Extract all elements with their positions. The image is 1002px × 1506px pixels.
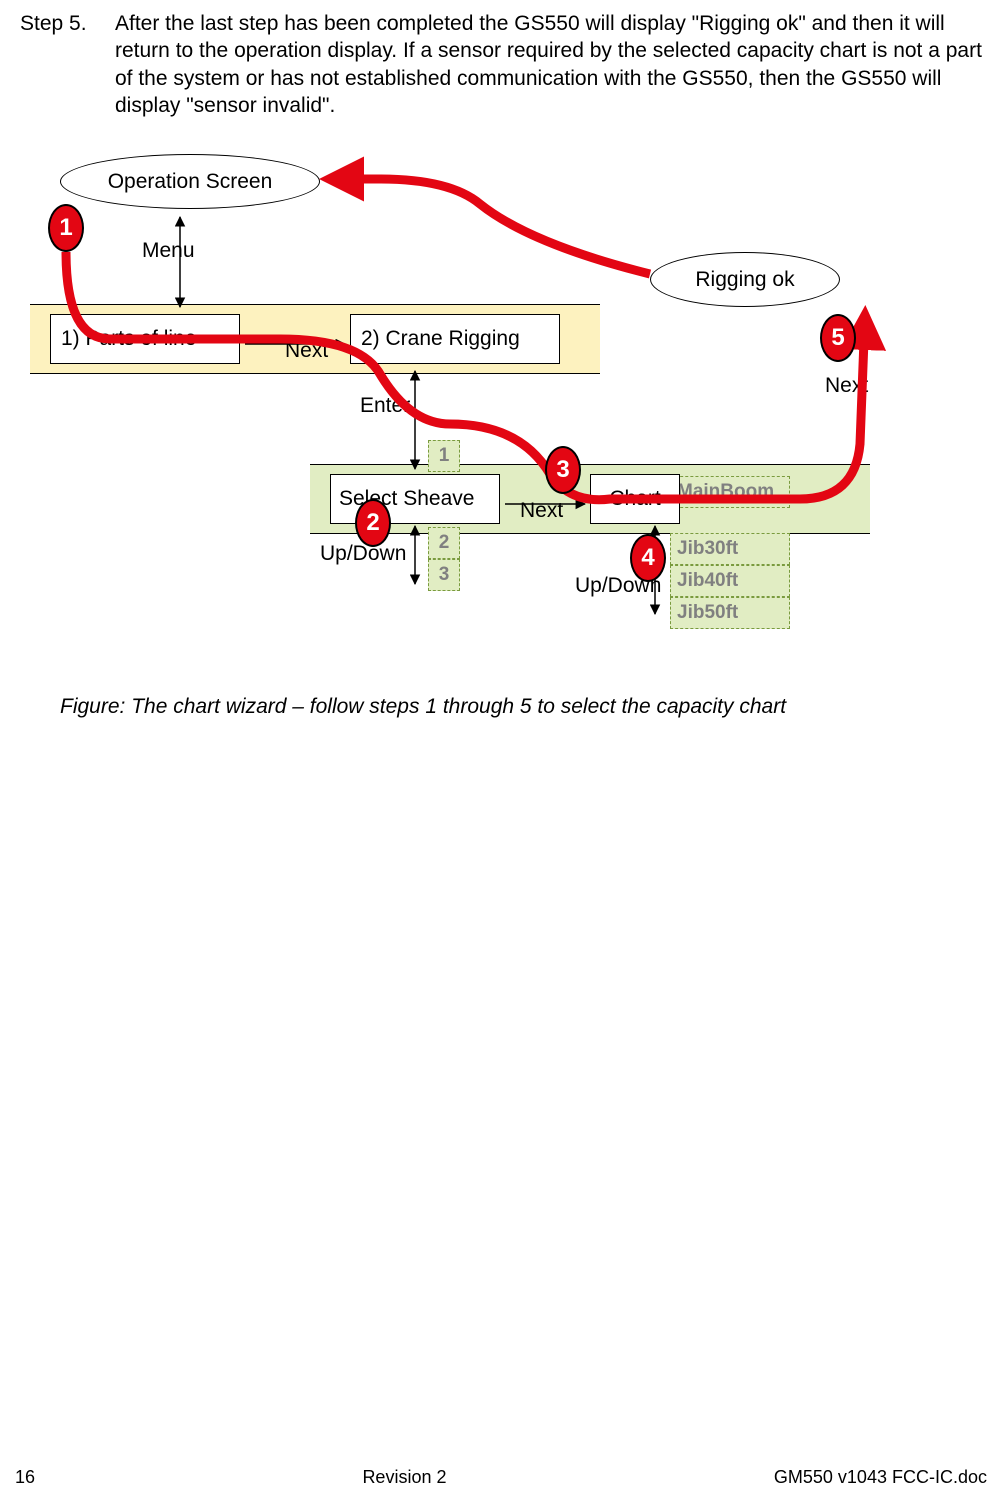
sheave-option-1: 1 bbox=[428, 440, 460, 472]
next1-label: Next bbox=[285, 339, 328, 363]
badge-1: 1 bbox=[48, 204, 84, 252]
badge-4: 4 bbox=[630, 534, 666, 582]
chart-box: Chart bbox=[590, 474, 680, 524]
footer-rev: Revision 2 bbox=[362, 1467, 446, 1488]
badge-3-label: 3 bbox=[556, 456, 569, 484]
rigging-ok-node: Rigging ok bbox=[650, 252, 840, 307]
next3-label: Next bbox=[825, 374, 868, 398]
chart-wizard-diagram: 1 2 3 MainBoom Jib30ft Jib40ft Jib50ft O… bbox=[30, 144, 900, 684]
parts-of-line-label: 1) Parts of line bbox=[61, 327, 196, 351]
crane-rigging-label: 2) Crane Rigging bbox=[361, 327, 520, 351]
chart-options-column: MainBoom Jib30ft Jib40ft Jib50ft bbox=[670, 476, 790, 629]
sheave-option-2: 2 bbox=[428, 527, 460, 559]
footer-page: 16 bbox=[15, 1467, 35, 1488]
badge-3: 3 bbox=[545, 446, 581, 494]
updown1-label: Up/Down bbox=[320, 542, 406, 566]
chart-option-jib50: Jib50ft bbox=[670, 597, 790, 629]
operation-screen-node: Operation Screen bbox=[60, 154, 320, 209]
badge-2-label: 2 bbox=[366, 509, 379, 537]
figure-caption: Figure: The chart wizard – follow steps … bbox=[60, 695, 786, 719]
chart-label: Chart bbox=[609, 487, 660, 511]
enter-label: Enter bbox=[360, 394, 410, 418]
page-footer: 16 Revision 2 GM550 v1043 FCC-IC.doc bbox=[0, 1467, 1002, 1488]
badge-1-label: 1 bbox=[59, 214, 72, 242]
badge-4-label: 4 bbox=[641, 544, 654, 572]
step-body: After the last step has been completed t… bbox=[115, 10, 982, 119]
rigging-ok-label: Rigging ok bbox=[695, 268, 794, 292]
sheave-option-3: 3 bbox=[428, 559, 460, 591]
step-5-row: Step 5. After the last step has been com… bbox=[20, 10, 982, 119]
badge-5-label: 5 bbox=[831, 324, 844, 352]
crane-rigging-box: 2) Crane Rigging bbox=[350, 314, 560, 364]
menu-label: Menu bbox=[142, 239, 195, 263]
chart-option-jib30: Jib30ft bbox=[670, 533, 790, 565]
chart-option-jib40: Jib40ft bbox=[670, 565, 790, 597]
chart-option-mainboom: MainBoom bbox=[670, 476, 790, 508]
next2-label: Next bbox=[520, 499, 563, 523]
parts-of-line-box: 1) Parts of line bbox=[50, 314, 240, 364]
operation-screen-label: Operation Screen bbox=[108, 170, 273, 194]
badge-2: 2 bbox=[355, 499, 391, 547]
footer-file: GM550 v1043 FCC-IC.doc bbox=[774, 1467, 987, 1488]
step-label: Step 5. bbox=[20, 10, 115, 119]
badge-5: 5 bbox=[820, 314, 856, 362]
